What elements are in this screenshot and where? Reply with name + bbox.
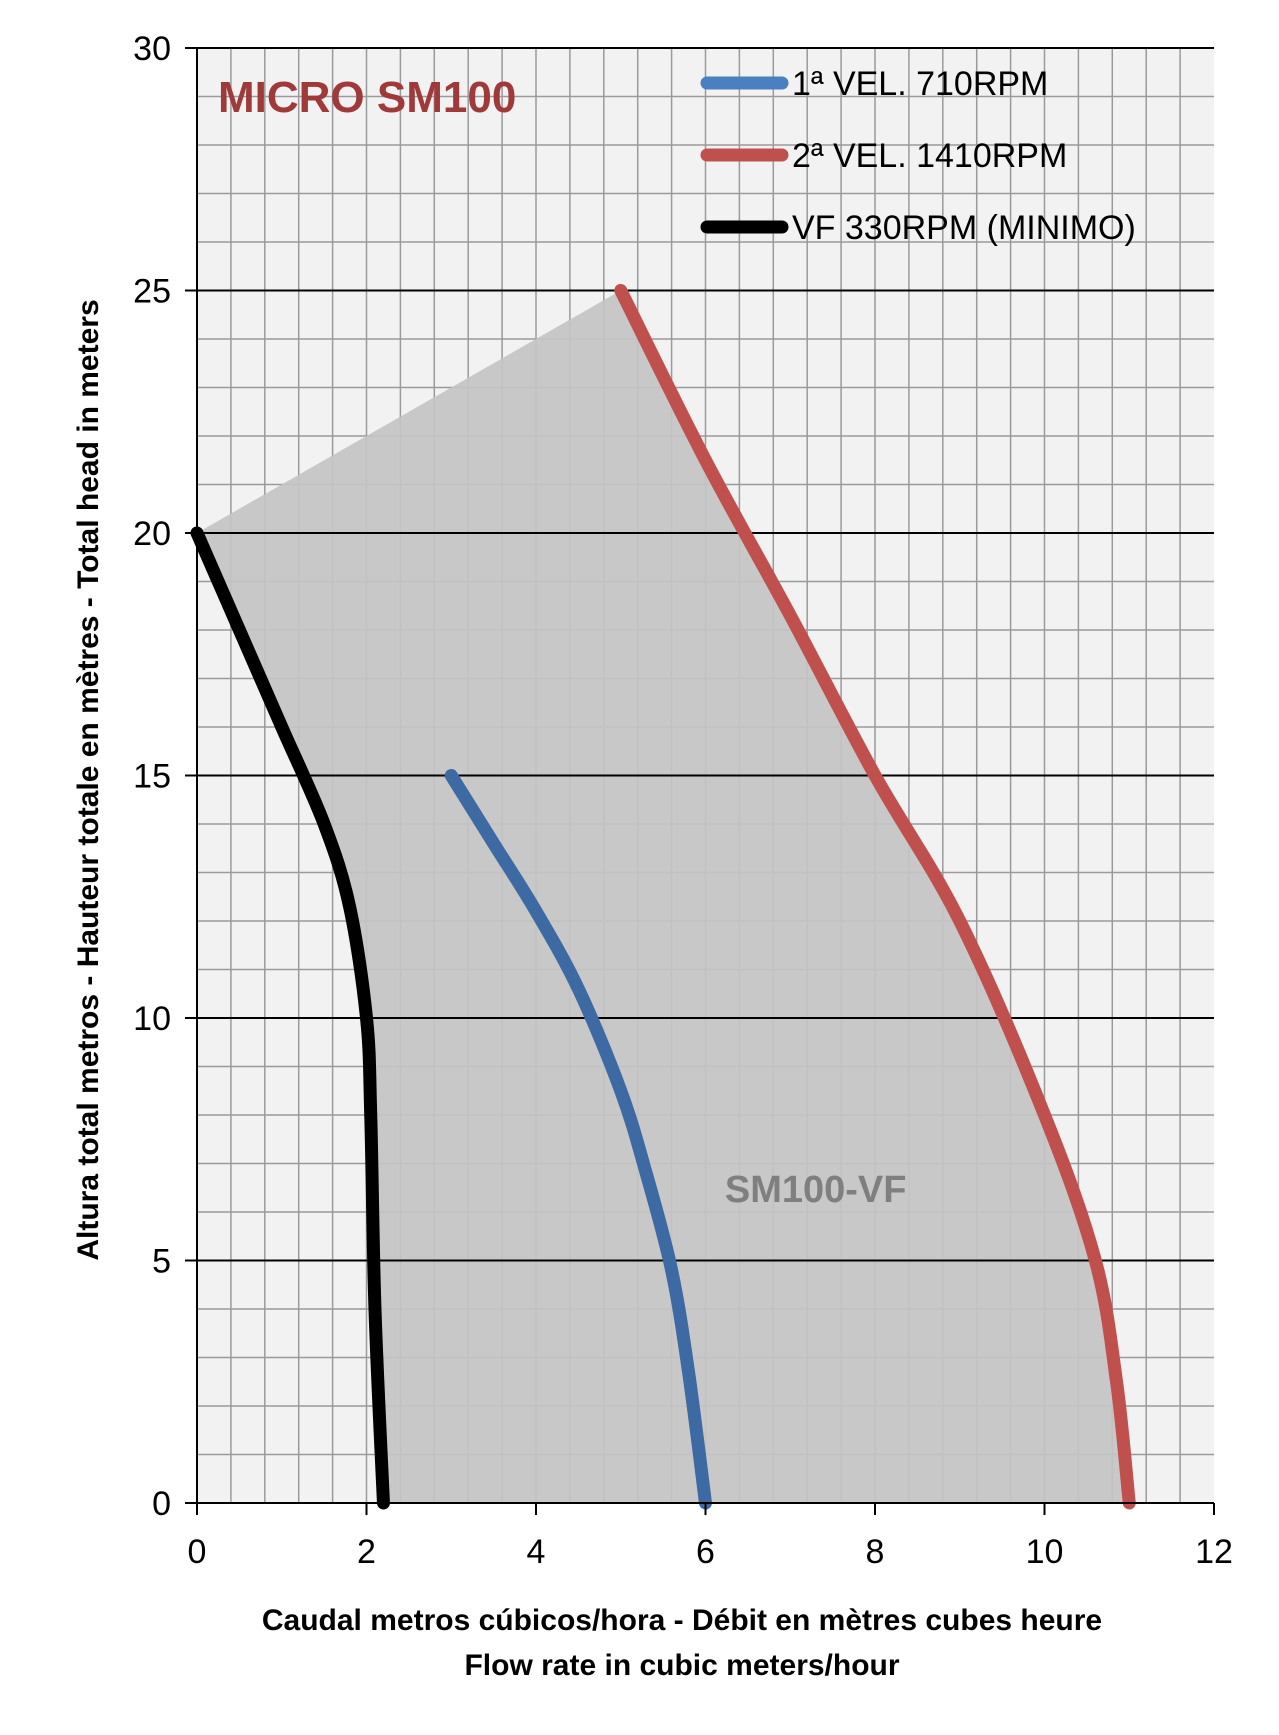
y-tick-label: 30 (133, 30, 171, 68)
chart-title: MICRO SM100 (218, 73, 516, 122)
series-lines (190, 284, 1136, 1510)
y-tick-label: 25 (133, 273, 171, 311)
y-tick-labels: 0 5 10 15 20 25 30 (133, 30, 171, 1523)
y-tick-label: 10 (133, 1000, 171, 1038)
y-tick-label: 5 (152, 1243, 171, 1281)
x-axis-title-line1: Caudal metros cúbicos/hora - Débit en mè… (262, 1604, 1102, 1637)
legend-label-3: VF 330RPM (MINIMO) (792, 209, 1136, 247)
x-tick-label: 10 (1026, 1533, 1064, 1571)
y-tick-label: 15 (133, 758, 171, 796)
x-tick-label: 4 (527, 1533, 546, 1571)
x-tick-label: 12 (1195, 1533, 1233, 1571)
legend-label-2: 2ª VEL. 1410RPM (792, 137, 1067, 175)
x-tick-labels: 0 2 4 6 8 10 12 (188, 1533, 1233, 1571)
y-axis-title: Altura total metros - Hauteur totale en … (72, 299, 105, 1260)
y-tick-label: 20 (133, 515, 171, 553)
x-tick-label: 6 (696, 1533, 715, 1571)
operating-region (197, 290, 1130, 1503)
y-tick-label: 0 (152, 1485, 171, 1523)
x-tick-label: 2 (357, 1533, 376, 1571)
series-line-3 (190, 526, 390, 1510)
axes (185, 47, 1215, 1515)
x-tick-label: 0 (188, 1533, 207, 1571)
legend-label-1: 1ª VEL. 710RPM (792, 65, 1048, 103)
major-grid (197, 47, 1214, 1262)
region-label: SM100-VF (725, 1169, 907, 1211)
x-tick-label: 8 (866, 1533, 885, 1571)
x-axis-title-line2: Flow rate in cubic meters/hour (464, 1649, 899, 1682)
legend: 1ª VEL. 710RPM 2ª VEL. 1410RPM VF 330RPM (… (700, 65, 1136, 247)
series-line-2 (614, 284, 1136, 1510)
series-line-1 (444, 769, 712, 1510)
